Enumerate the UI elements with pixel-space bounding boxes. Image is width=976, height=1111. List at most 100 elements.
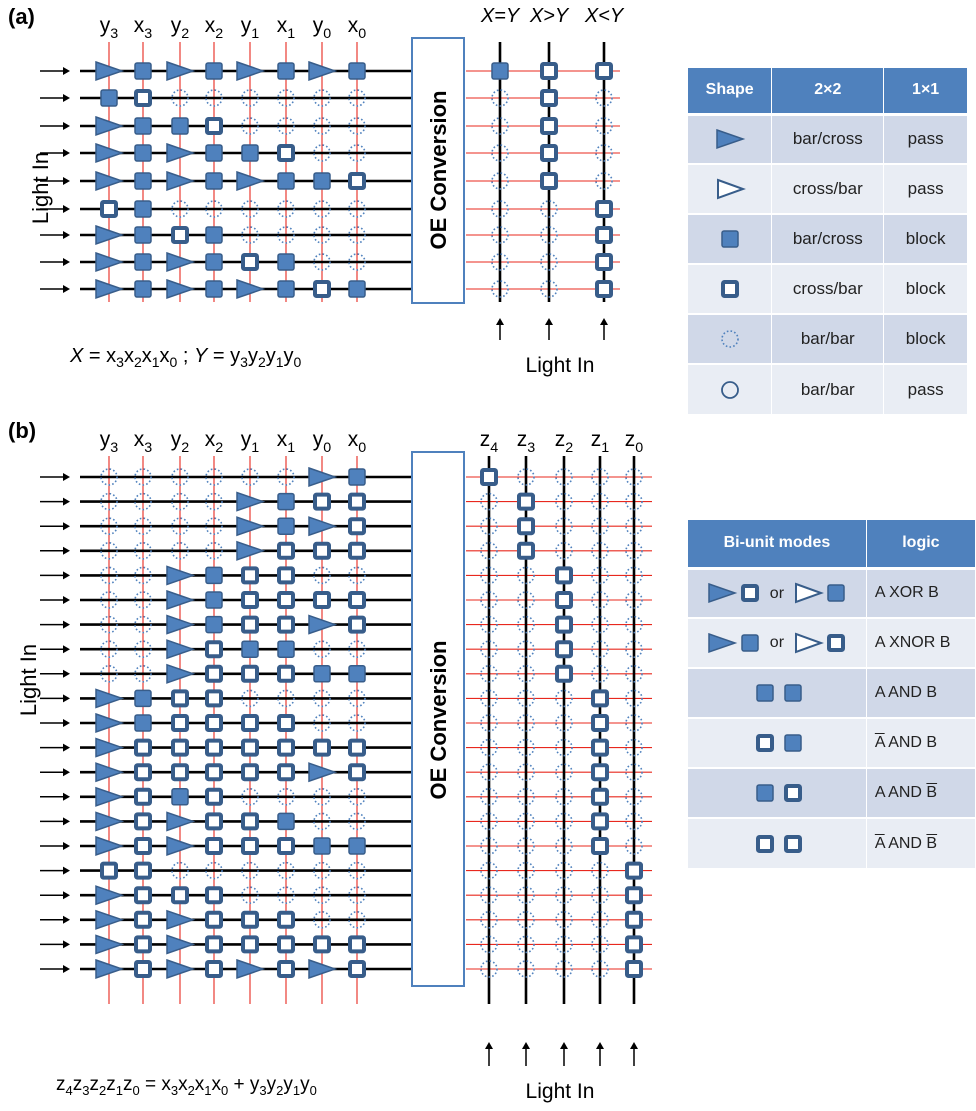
input-arrow-head [63, 122, 70, 130]
input-arrow-head [63, 67, 70, 75]
filled-triangle-icon [308, 60, 338, 82]
panel-b-light-in-bottom: Light In [526, 1080, 595, 1103]
dotted-circle-icon [517, 935, 535, 954]
filled-triangle-icon [95, 909, 125, 930]
column-header-y0: y0 [313, 14, 332, 42]
column-header-y3: y3 [100, 428, 119, 456]
dotted-circle-icon [277, 787, 295, 806]
input-arrow-head [63, 842, 70, 850]
output-header-z0: z0 [625, 428, 644, 456]
logic-part: B [926, 784, 938, 801]
logic-part: A [874, 834, 885, 852]
output-header-z4: z4 [480, 428, 499, 456]
filled-square-icon [348, 62, 366, 80]
dotted-circle-icon [134, 517, 152, 536]
dotted-circle-icon [480, 812, 498, 831]
hollow-triangle-icon [795, 632, 824, 654]
bi-unit-mode-cell: or [688, 567, 867, 618]
panel-b-column-headers: y3 x3 y2 x2 y1 x1 y0 x0 [100, 428, 367, 456]
logic-legend-row: A AND B [688, 717, 976, 768]
dotted-circle-icon [491, 280, 509, 298]
dotted-circle-icon [100, 517, 118, 536]
dotted-circle-icon [134, 664, 152, 683]
dotted-circle-icon [313, 787, 331, 806]
panel-a-formula: X = x3x2x1x0 ; Y = y3y2y1y0 [69, 345, 302, 370]
input-arrow-head [63, 205, 70, 213]
panel-b-light-in-side: Light In [16, 644, 41, 716]
filled-square-icon [205, 280, 223, 298]
dotted-circle-icon [313, 910, 331, 929]
dotted-circle-icon [517, 763, 535, 782]
dotted-circle-icon [348, 714, 366, 732]
panel-b-oe-label: OE Conversion [426, 641, 451, 800]
hollow-square-icon [540, 89, 558, 107]
dotted-circle-icon [595, 89, 613, 107]
dotted-circle-icon [205, 468, 223, 486]
dotted-circle-icon [480, 910, 498, 929]
dotted-circle-icon [480, 837, 498, 855]
dotted-circle-icon [480, 886, 498, 905]
filled-square-icon [134, 226, 152, 244]
hollow-square-icon [591, 689, 609, 708]
filled-square-icon [205, 62, 223, 80]
dotted-circle-icon [241, 689, 259, 708]
dotted-circle-icon [517, 640, 535, 659]
hollow-square-icon [134, 910, 152, 929]
filled-triangle-icon [166, 835, 196, 857]
filled-triangle-icon [166, 909, 196, 930]
hollow-square-icon [100, 861, 118, 880]
dotted-circle-icon [348, 861, 366, 880]
filled-triangle-icon [166, 663, 196, 684]
dotted-circle-icon [491, 226, 509, 244]
hollow-square-icon [348, 935, 366, 954]
filled-square-icon [205, 591, 223, 609]
dotted-circle-icon [555, 837, 573, 855]
dotted-circle-icon [480, 787, 498, 806]
shape-legend-row: bar/cross pass [688, 113, 968, 164]
dotted-circle-icon [517, 960, 535, 978]
hollow-square-icon [720, 280, 739, 298]
logic-part: B [926, 834, 938, 852]
dotted-circle-icon [591, 492, 609, 511]
dotted-circle-icon [100, 640, 118, 659]
input-arrow-head [63, 965, 70, 973]
hollow-square-icon [277, 935, 295, 954]
filled-triangle-icon [715, 129, 745, 150]
dotted-circle-icon [134, 541, 152, 560]
input-arrow-head [63, 258, 70, 266]
hollow-square-icon [517, 492, 535, 511]
dotted-circle-icon [555, 738, 573, 757]
hollow-square-icon [595, 200, 613, 218]
hollow-square-icon [205, 689, 223, 708]
dotted-circle-icon [480, 714, 498, 732]
filled-triangle-icon [308, 466, 338, 488]
open-circle-icon [720, 380, 739, 399]
input-arrow-head [63, 94, 70, 102]
dotted-circle-icon [100, 591, 118, 609]
input-arrow-head [63, 915, 70, 924]
shape-legend-row: bar/cross block [688, 213, 968, 264]
hollow-square-icon [171, 226, 189, 244]
hollow-square-icon [241, 664, 259, 683]
dotted-circle-icon [591, 664, 609, 683]
panel-b: (b) Light In y3 x3 y2 x2 y1 x1 y0 x0 OE Convers… [8, 418, 652, 1103]
dotted-circle-icon [348, 117, 366, 135]
dotted-circle-icon [591, 517, 609, 536]
filled-triangle-icon [236, 540, 266, 561]
dotted-circle-icon [555, 468, 573, 486]
hollow-square-icon [517, 517, 535, 536]
input-arrow-head [63, 571, 70, 580]
dotted-circle-icon [517, 591, 535, 609]
hollow-square-icon [555, 664, 573, 683]
hollow-square-icon [348, 763, 366, 782]
filled-triangle-icon [95, 688, 125, 709]
filled-square-icon [134, 689, 152, 708]
hollow-square-icon [205, 664, 223, 683]
filled-triangle-icon [166, 811, 196, 832]
hollow-square-icon [205, 886, 223, 905]
filled-square-icon [784, 684, 802, 702]
input-arrow-head [63, 645, 70, 654]
filled-square-icon [205, 226, 223, 244]
filled-triangle-icon [236, 516, 266, 537]
panel-b-oe-box [411, 451, 465, 987]
